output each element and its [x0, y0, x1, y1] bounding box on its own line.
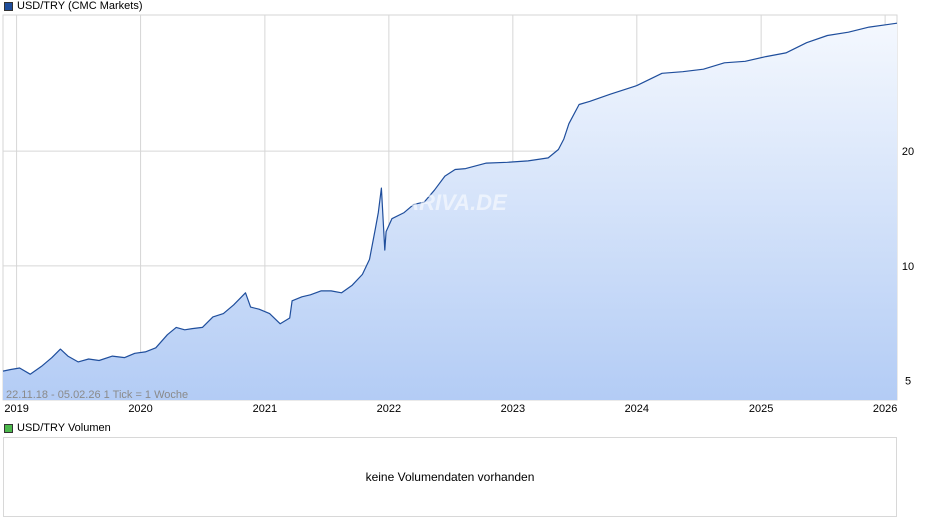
x-tick-label: 2019: [4, 403, 28, 415]
x-tick-label: 2020: [128, 403, 152, 415]
price-legend: USD/TRY (CMC Markets): [4, 0, 143, 12]
y-tick-label: 20: [902, 146, 914, 158]
price-legend-label: USD/TRY (CMC Markets): [17, 0, 143, 12]
x-tick-label: 2024: [625, 403, 649, 415]
watermark-layer: ARIVA.DE: [402, 190, 508, 215]
price-line: [2, 22, 898, 375]
volume-legend-label: USD/TRY Volumen: [17, 422, 111, 434]
volume-legend-swatch: [4, 423, 13, 433]
x-tick-label: 2026: [873, 403, 897, 415]
price-chart: ARIVA.DE 2019 2020 2021 2022 2023 2024 2025 202…: [2, 14, 914, 415]
axis-layer: 2019 2020 2021 2022 2023 2024 2025 2026 5 10 20: [4, 146, 914, 415]
x-tick-label: 2022: [377, 403, 401, 415]
x-tick-label: 2023: [501, 403, 525, 415]
x-tick-label: 2025: [749, 403, 773, 415]
price-legend-swatch: [4, 1, 13, 11]
volume-empty-message: keine Volumendaten vorhanden: [365, 470, 535, 484]
price-area: [3, 23, 897, 400]
volume-panel: keine Volumendaten vorhanden: [3, 437, 897, 517]
watermark: ARIVA.DE: [402, 190, 508, 215]
date-range-label: 22.11.18 - 05.02.26 1 Tick = 1 Woche: [6, 389, 188, 401]
y-tick-label: 5: [905, 376, 911, 388]
y-tick-label: 10: [902, 261, 914, 273]
area-layer: [2, 22, 898, 400]
volume-legend: USD/TRY Volumen: [4, 422, 111, 434]
x-tick-label: 2021: [253, 403, 277, 415]
